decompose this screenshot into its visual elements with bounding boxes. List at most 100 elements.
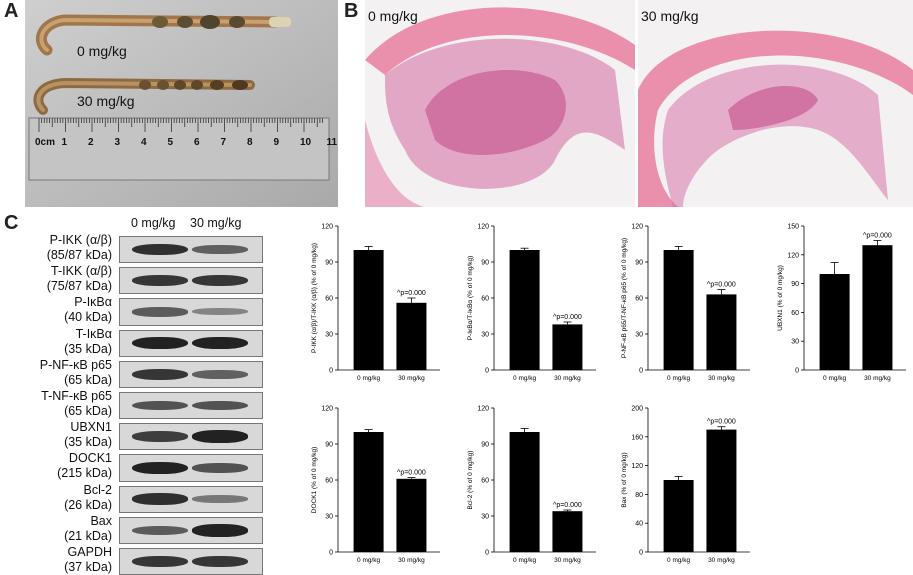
protein-kda: (21 kDa) [64, 528, 112, 543]
x-tick-label: 30 mg/kg [554, 375, 581, 382]
y-tick-label: 30 [325, 514, 333, 521]
blot-band [132, 368, 188, 381]
protein-kda: (65 kDa) [64, 404, 112, 418]
blot-header-30: 30 mg/kg [190, 216, 242, 230]
blot-band [132, 307, 188, 317]
protein-name: GAPDH [67, 545, 112, 559]
ruler-number: 2 [88, 137, 94, 148]
y-tick-label: 60 [481, 478, 489, 485]
protein-name: T-NF-κB p65 [41, 389, 112, 403]
blot-protein-label: P-IκBα (40 kDa) [64, 295, 112, 325]
villi [425, 70, 566, 155]
bar [706, 294, 737, 370]
fecal-pellet [229, 16, 245, 28]
y-tick-label: 90 [325, 260, 333, 267]
blot-band [192, 308, 248, 316]
villi [728, 86, 818, 130]
x-tick-label: 0 mg/kg [513, 557, 537, 564]
bar-chart: 0 30 60 90 120 P-IκBα/T-IκBα (% of 0 mg/kg) 0 … [467, 224, 596, 382]
bar-chart: 0 30 60 90 120 DOCK1 (% of 0 mg/kg) 0 mg/kg 30 … [311, 406, 440, 564]
ruler-number: 6 [194, 137, 200, 148]
y-tick-label: 120 [787, 252, 799, 259]
protein-name: T-IκBα [75, 326, 112, 341]
y-axis-label: Bax (% of 0 mg/kg) [621, 452, 628, 507]
protein-name: Bcl-2 [83, 482, 112, 497]
panel-a-letter: A [4, 0, 19, 22]
bar-chart: 0 30 60 90 120 P-IKK (α/β)/T-IKK (α/β) (% of … [311, 224, 440, 382]
x-tick-label: 0 mg/kg [357, 375, 381, 382]
panel-c-letter: C [4, 212, 19, 234]
histology-30 [638, 0, 913, 207]
x-tick-label: 30 mg/kg [554, 557, 581, 564]
y-tick-label: 90 [481, 260, 489, 267]
blot-protein-label: T-IKK (α/β) (75/87 kDa) [47, 264, 112, 294]
blot-strip [119, 298, 263, 326]
bar-chart: 0 40 80 120 160 200 Bax (% of 0 mg/kg) 0 mg/kg 3… [621, 406, 750, 564]
bar [862, 245, 893, 370]
y-tick-label: 120 [631, 224, 643, 231]
significance-label: ^p=0.000 [553, 314, 582, 321]
bar-chart: 0 30 60 90 120 Bcl-2 (% of 0 mg/kg) 0 mg/kg 30 … [467, 406, 596, 564]
significance-label: ^p=0.000 [397, 290, 426, 297]
blot-strip [119, 267, 263, 295]
protein-name: Bax [90, 513, 112, 528]
fecal-pellet [191, 80, 203, 90]
bar [706, 429, 737, 552]
x-tick-label: 30 mg/kg [708, 557, 735, 564]
y-axis-label: P-IKK (α/β)/T-IKK (α/β) (% of 0 mg/kg) [311, 243, 318, 353]
bar [663, 250, 694, 370]
protein-name: UBXN1 [70, 420, 112, 435]
y-tick-label: 60 [635, 296, 643, 303]
blot-band [192, 400, 248, 411]
muscle-layer [365, 7, 635, 75]
blot-protein-label: Bcl-2 (26 kDa) [64, 483, 112, 513]
histology-label-30: 30 mg/kg [641, 8, 699, 24]
y-tick-label: 200 [631, 406, 643, 413]
blot-protein-label: DOCK1 (215 kDa) [57, 451, 112, 481]
blot-strip [119, 454, 263, 482]
blot-band [132, 493, 188, 506]
blot-band [192, 245, 248, 255]
blot-band [192, 275, 248, 287]
protein-name: DOCK1 [68, 451, 112, 466]
blot-band [132, 555, 188, 568]
y-axis-label: Bcl-2 (% of 0 mg/kg) [467, 451, 474, 510]
y-axis-label: UBXN1 (% of 0 mg/kg) [777, 265, 784, 331]
protein-kda: (75/87 kDa) [46, 279, 112, 294]
x-tick-label: 0 mg/kg [823, 375, 847, 382]
y-tick-label: 0 [485, 368, 489, 375]
blot-band [192, 336, 248, 350]
protein-kda: (35 kDa) [64, 341, 112, 356]
histology-label-0: 0 mg/kg [368, 8, 418, 24]
y-tick-label: 30 [481, 514, 489, 521]
y-tick-label: 30 [325, 332, 333, 339]
y-tick-label: 90 [325, 442, 333, 449]
protein-kda: (37 kDa) [64, 560, 112, 574]
y-tick-label: 120 [477, 224, 489, 231]
protein-kda: (215 kDa) [57, 466, 112, 481]
ruler-number: 5 [167, 137, 174, 148]
protein-name: T-IKK (α/β) [51, 264, 112, 279]
fecal-pellet [174, 80, 186, 90]
x-tick-label: 30 mg/kg [708, 375, 735, 382]
blot-band [192, 495, 248, 504]
protein-kda: (65 kDa) [64, 372, 112, 387]
y-tick-label: 30 [635, 332, 643, 339]
bar-chart: 0 30 60 90 120 150 UBXN1 (% of 0 mg/kg) 0 mg/kg… [777, 224, 906, 382]
blot-band [192, 555, 248, 568]
y-tick-label: 30 [791, 339, 799, 346]
x-tick-label: 0 mg/kg [667, 557, 691, 564]
y-tick-label: 120 [321, 406, 333, 413]
y-tick-label: 160 [631, 434, 643, 441]
fecal-pellet [152, 16, 168, 28]
x-tick-label: 0 mg/kg [667, 375, 691, 382]
intestine-0-end [269, 17, 291, 27]
protein-kda: (35 kDa) [64, 435, 112, 450]
blot-strip [119, 516, 263, 544]
ruler-number: 8 [247, 137, 253, 148]
blot-band [132, 461, 188, 475]
fecal-pellet [200, 15, 220, 29]
blot-protein-label: P-IKK (α/β) (85/87 kDa) [47, 233, 112, 263]
bar [353, 432, 384, 552]
ruler-zero-label: 0cm [35, 137, 56, 148]
